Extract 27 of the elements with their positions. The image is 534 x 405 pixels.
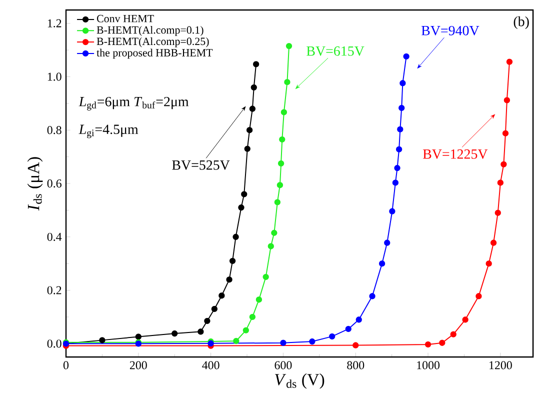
annotation: BV=615V bbox=[306, 46, 364, 56]
legend-label: Conv HEMT bbox=[96, 14, 154, 22]
annotation: BV=525V bbox=[172, 160, 230, 170]
annotation: BV=940V bbox=[421, 26, 480, 36]
y-tick-label: 1.2 bbox=[48, 19, 62, 28]
y-tick-label: 0.0 bbox=[47, 340, 62, 348]
annotation: BV=1225V bbox=[422, 149, 488, 159]
y-tick-label: 0.6 bbox=[47, 179, 62, 188]
x-tick-label: 800 bbox=[347, 361, 364, 370]
annotation: (b) bbox=[514, 16, 529, 30]
y-axis-title: I$_{ds}$ (μA) bbox=[27, 157, 43, 211]
x-tick-label: 400 bbox=[202, 361, 220, 370]
x-tick-label: 600 bbox=[274, 361, 292, 370]
y-tick-label: 0.4 bbox=[47, 232, 62, 241]
legend-label: B-HEMT(Al.comp=0.25) bbox=[96, 37, 209, 48]
annotation: L$_{gd}$=6μm T$_{buf}$=2μm bbox=[78, 96, 189, 110]
y-tick-label: 1.0 bbox=[48, 72, 62, 81]
x-tick-label: 200 bbox=[130, 361, 147, 370]
x-tick-label: 1000 bbox=[417, 361, 440, 370]
legend-label: B-HEMT(Al.comp=0.1) bbox=[96, 26, 204, 36]
legend-label: the proposed HBB-HEMT bbox=[96, 48, 213, 59]
x-axis-title: V$_{ds}$ (V) bbox=[275, 373, 324, 389]
y-tick-label: 0.8 bbox=[47, 126, 62, 134]
x-tick-label: 1200 bbox=[490, 361, 512, 370]
annotation: L$_{gi}$=4.5μm bbox=[78, 124, 138, 138]
x-tick-label: 0 bbox=[63, 361, 69, 370]
y-tick-label: 0.2 bbox=[47, 286, 62, 294]
